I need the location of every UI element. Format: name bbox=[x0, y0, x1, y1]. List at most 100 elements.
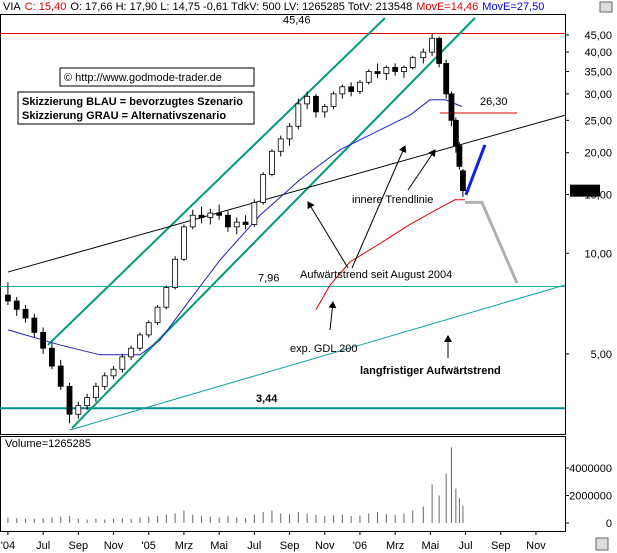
trend-line bbox=[69, 284, 565, 431]
y-tick-label: 25,00 bbox=[584, 115, 612, 127]
moving-average bbox=[7, 99, 463, 356]
candle-body bbox=[225, 214, 231, 228]
x-tick-label: Mai bbox=[421, 540, 439, 552]
trend-line bbox=[47, 17, 386, 346]
candle-body bbox=[460, 170, 466, 192]
candle-body bbox=[163, 287, 170, 308]
candle-body bbox=[286, 125, 293, 140]
candle-body bbox=[101, 375, 108, 387]
y-tick-label: 15,00 bbox=[584, 189, 612, 201]
arrow bbox=[351, 145, 407, 269]
candle-body bbox=[374, 71, 381, 74]
x-tick-label: Nov bbox=[104, 540, 124, 552]
candle-body bbox=[420, 51, 427, 59]
candle-body bbox=[233, 221, 240, 228]
candle-body bbox=[242, 221, 249, 225]
candle-body bbox=[13, 300, 20, 310]
candle-body bbox=[172, 258, 179, 288]
level-label: 26,30 bbox=[480, 96, 508, 108]
x-tick-label: Sep bbox=[491, 540, 511, 552]
x-tick-label: Jul bbox=[36, 540, 50, 552]
candle-body bbox=[330, 93, 337, 107]
y-tick-label: 30,00 bbox=[584, 89, 612, 101]
candle-body bbox=[383, 67, 390, 74]
y-tick-label: 5,00 bbox=[591, 349, 612, 361]
trend-line bbox=[71, 17, 476, 429]
level-label: 3,44 bbox=[256, 393, 278, 405]
icon[interactable] bbox=[599, 1, 613, 13]
candle-body bbox=[93, 385, 99, 399]
x-tick-label: Mai bbox=[210, 540, 228, 552]
trend-line bbox=[464, 144, 487, 196]
candle-body bbox=[357, 81, 363, 92]
y-tick-label: 45,00 bbox=[584, 30, 612, 42]
annotation: langfristiger Aufwärtstrend bbox=[360, 365, 501, 377]
candle-body bbox=[313, 95, 319, 113]
candle-body bbox=[436, 37, 443, 64]
candle-body bbox=[295, 103, 302, 127]
candle-body bbox=[40, 331, 47, 349]
header-item: VIA bbox=[3, 1, 21, 13]
candle-body bbox=[119, 356, 126, 370]
candle-body bbox=[304, 95, 311, 105]
x-tick-label: Sep bbox=[69, 540, 89, 552]
header-item: O: 17,66 H: 17,90 L: 14,75 -0,61 TdkV: 5… bbox=[70, 1, 412, 13]
candle-body bbox=[75, 405, 82, 415]
candle-body bbox=[189, 214, 196, 228]
candle-body bbox=[22, 308, 29, 319]
candle-body bbox=[348, 86, 355, 92]
arrow bbox=[407, 149, 436, 191]
header: VIA C: 15,40 O: 17,66 H: 17,90 L: 14,75 -0… bbox=[3, 1, 544, 13]
candle-body bbox=[456, 145, 463, 167]
price-tag bbox=[570, 184, 600, 197]
candle-body bbox=[429, 37, 436, 53]
candle-body bbox=[251, 202, 258, 225]
y-tick-label: 40,00 bbox=[584, 47, 612, 59]
annotation: Aufwärtstrend seit August 2004 bbox=[300, 269, 452, 281]
x-tick-label: '05 bbox=[142, 540, 156, 552]
y-tick-label: 20,00 bbox=[584, 148, 612, 160]
trend-line bbox=[7, 114, 565, 273]
candle-body bbox=[452, 119, 459, 147]
copyright-box bbox=[59, 67, 255, 87]
x-tick-label: '06 bbox=[353, 540, 367, 552]
candle-body bbox=[5, 294, 11, 302]
notes-box bbox=[17, 91, 255, 125]
candle-body bbox=[365, 71, 372, 83]
price-tag-label: 15,40 bbox=[571, 186, 599, 198]
x-tick-label: '04 bbox=[1, 540, 15, 552]
candle-body bbox=[49, 347, 55, 367]
x-tick-label: Mrz bbox=[386, 540, 404, 552]
icon[interactable] bbox=[595, 537, 609, 551]
candle-body bbox=[269, 150, 275, 176]
x-tick-label: Nov bbox=[315, 540, 335, 552]
overlay: 15,40 bbox=[570, 184, 600, 198]
trend-line bbox=[465, 200, 519, 284]
candle-body bbox=[409, 57, 416, 68]
y-tick-label: 0 bbox=[606, 518, 612, 530]
candle-body bbox=[145, 322, 152, 336]
candle-body bbox=[260, 174, 267, 203]
candle-body bbox=[84, 397, 91, 407]
volume-area bbox=[7, 447, 464, 523]
arrow bbox=[328, 301, 337, 331]
candle-body bbox=[181, 226, 187, 260]
candle-body bbox=[216, 212, 223, 216]
header-item: MovE=27,50 bbox=[482, 1, 544, 13]
candle-body bbox=[57, 365, 64, 387]
candle-body bbox=[110, 368, 117, 377]
moving-average bbox=[315, 199, 466, 310]
candle-body bbox=[128, 347, 135, 358]
x-tick-label: Mrz bbox=[175, 540, 193, 552]
x-tick-label: Nov bbox=[526, 540, 546, 552]
annotation: exp. GDL 200 bbox=[290, 343, 357, 355]
y-tick-label: 2000000 bbox=[569, 490, 612, 502]
note: Skizzierung BLAU = bevorzugtes Szenario bbox=[22, 96, 243, 108]
candle-body bbox=[339, 86, 346, 95]
candle-body bbox=[198, 214, 205, 218]
candle-body bbox=[137, 334, 143, 349]
volume-label: Volume=1265285 bbox=[5, 438, 91, 450]
candle-body bbox=[448, 93, 455, 121]
candle-body bbox=[277, 138, 284, 152]
candle-body bbox=[443, 63, 450, 95]
